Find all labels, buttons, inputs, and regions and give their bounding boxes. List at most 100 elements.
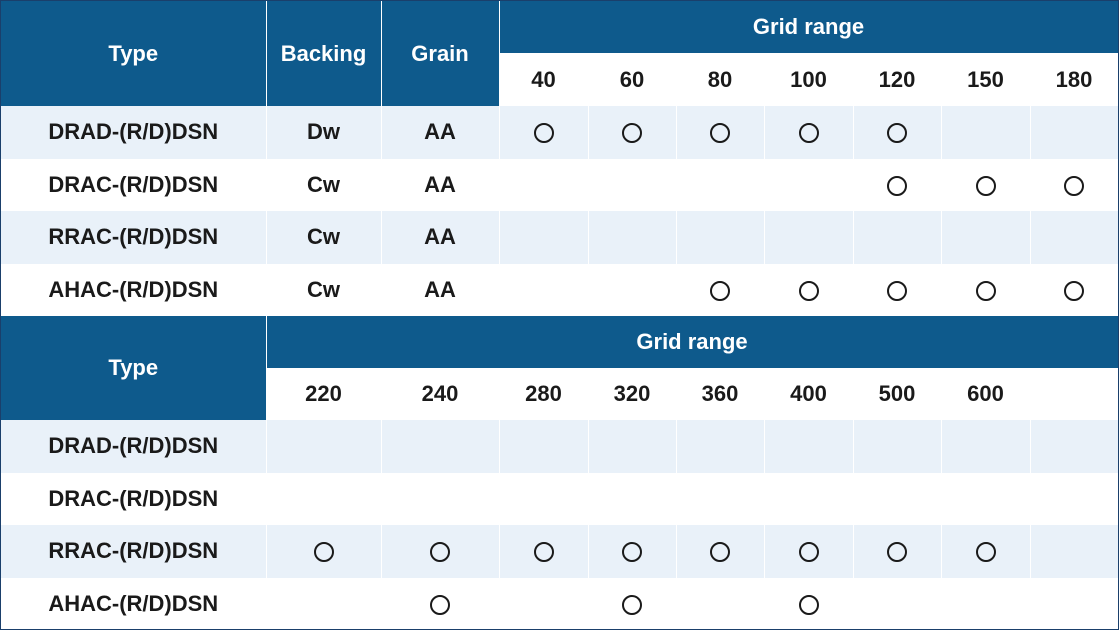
type-cell: DRAC-(R/D)DSN [1,158,267,211]
mark-cell [588,158,677,211]
mark-cell [588,577,677,629]
mark-cell [381,472,500,525]
table-row: AHAC-(R/D)DSN Cw AA [1,263,1118,316]
mark-cell [764,263,854,316]
circle-mark-icon [975,542,996,563]
backing-cell: Dw [266,106,382,159]
mark-cell [941,525,1031,578]
grain-cell: AA [381,263,500,316]
backing-cell: Cw [266,211,382,264]
circle-mark-icon [622,123,642,144]
grit-header-150: 150 [941,53,1031,106]
grid-range-header: Grid range [499,1,1118,54]
grit-header-600: 600 [941,368,1031,420]
mark-cell [764,472,854,525]
circle-mark-icon [430,542,450,563]
mark-cell [853,525,942,578]
grain-cell: AA [381,106,500,159]
mark-cell [1030,525,1118,578]
table-row: DRAC-(R/D)DSN Cw AA [1,158,1118,211]
mark-cell [588,472,677,525]
mark-cell [1030,106,1118,159]
mark-cell [588,106,677,159]
grain-header: Grain [381,1,500,106]
grit-header-280: 280 [499,368,589,420]
mark-cell [381,525,500,578]
mark-cell [853,420,942,473]
mark-cell [499,420,589,473]
circle-mark-icon [887,542,907,563]
mark-cell [588,420,677,473]
mark-cell [381,420,500,473]
circle-mark-icon [710,280,730,301]
mark-cell [1030,472,1118,525]
mark-cell [853,577,942,629]
table-row: AHAC-(R/D)DSN [1,577,1118,629]
circle-mark-icon [887,280,907,301]
backing-header: Backing [266,1,382,106]
mark-cell [499,158,589,211]
type-cell: RRAC-(R/D)DSN [1,211,267,264]
mark-cell [266,525,382,578]
mark-cell [381,577,500,629]
mark-cell [941,211,1031,264]
mark-cell [853,472,942,525]
mark-cell [266,472,382,525]
mark-cell [676,577,765,629]
grit-header-row: 40 60 80 100 120 150 180 [1,53,1118,106]
backing-cell: Cw [266,158,382,211]
mark-cell [941,106,1031,159]
mark-cell [499,472,589,525]
mark-cell [853,106,942,159]
type-cell: DRAC-(R/D)DSN [1,472,267,525]
mark-cell [676,158,765,211]
mark-cell [941,472,1031,525]
grit-header-220: 220 [266,368,382,420]
circle-mark-icon [1064,175,1085,196]
mark-cell [853,263,942,316]
backing-cell: Cw [266,263,382,316]
mark-cell [676,263,765,316]
grit-header-120: 120 [853,53,942,106]
mark-cell [588,211,677,264]
type-cell: DRAD-(R/D)DSN [1,106,267,159]
circle-mark-icon [533,123,554,144]
table-row: RRAC-(R/D)DSN [1,525,1118,578]
mark-cell [1030,211,1118,264]
circle-mark-icon [975,280,996,301]
mark-cell [764,211,854,264]
grain-cell: AA [381,158,500,211]
grit-header-blank [1030,368,1118,420]
mark-cell [1030,158,1118,211]
table-row: RRAC-(R/D)DSN Cw AA [1,211,1118,264]
mark-cell [499,263,589,316]
grit-header-80: 80 [676,53,765,106]
mark-cell [853,211,942,264]
mark-cell [499,106,589,159]
circle-mark-icon [430,594,450,615]
mark-cell [853,158,942,211]
mark-cell [764,106,854,159]
mark-cell [1030,420,1118,473]
circle-mark-icon [798,594,819,615]
mark-cell [1030,577,1118,629]
mark-cell [941,263,1031,316]
mark-cell [588,525,677,578]
mark-cell [676,472,765,525]
grit-header-row: 220 240 280 320 360 400 500 600 [1,368,1118,420]
header-row: Type Grid range [1,316,1118,420]
mark-cell [1030,263,1118,316]
grit-header-240: 240 [381,368,500,420]
grit-header-400: 400 [764,368,854,420]
mark-cell [941,158,1031,211]
circle-mark-icon [710,123,730,144]
circle-mark-icon [710,542,730,563]
mark-cell [676,420,765,473]
mark-cell [499,211,589,264]
mark-cell [266,420,382,473]
mark-cell [764,420,854,473]
grit-header-320: 320 [588,368,677,420]
circle-mark-icon [887,123,907,144]
